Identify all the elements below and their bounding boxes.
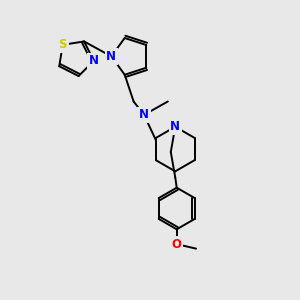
Text: N: N bbox=[139, 108, 149, 122]
Text: N: N bbox=[89, 54, 99, 67]
Text: O: O bbox=[172, 238, 182, 251]
Text: N: N bbox=[106, 50, 116, 63]
Text: S: S bbox=[58, 38, 67, 51]
Text: N: N bbox=[170, 120, 180, 133]
